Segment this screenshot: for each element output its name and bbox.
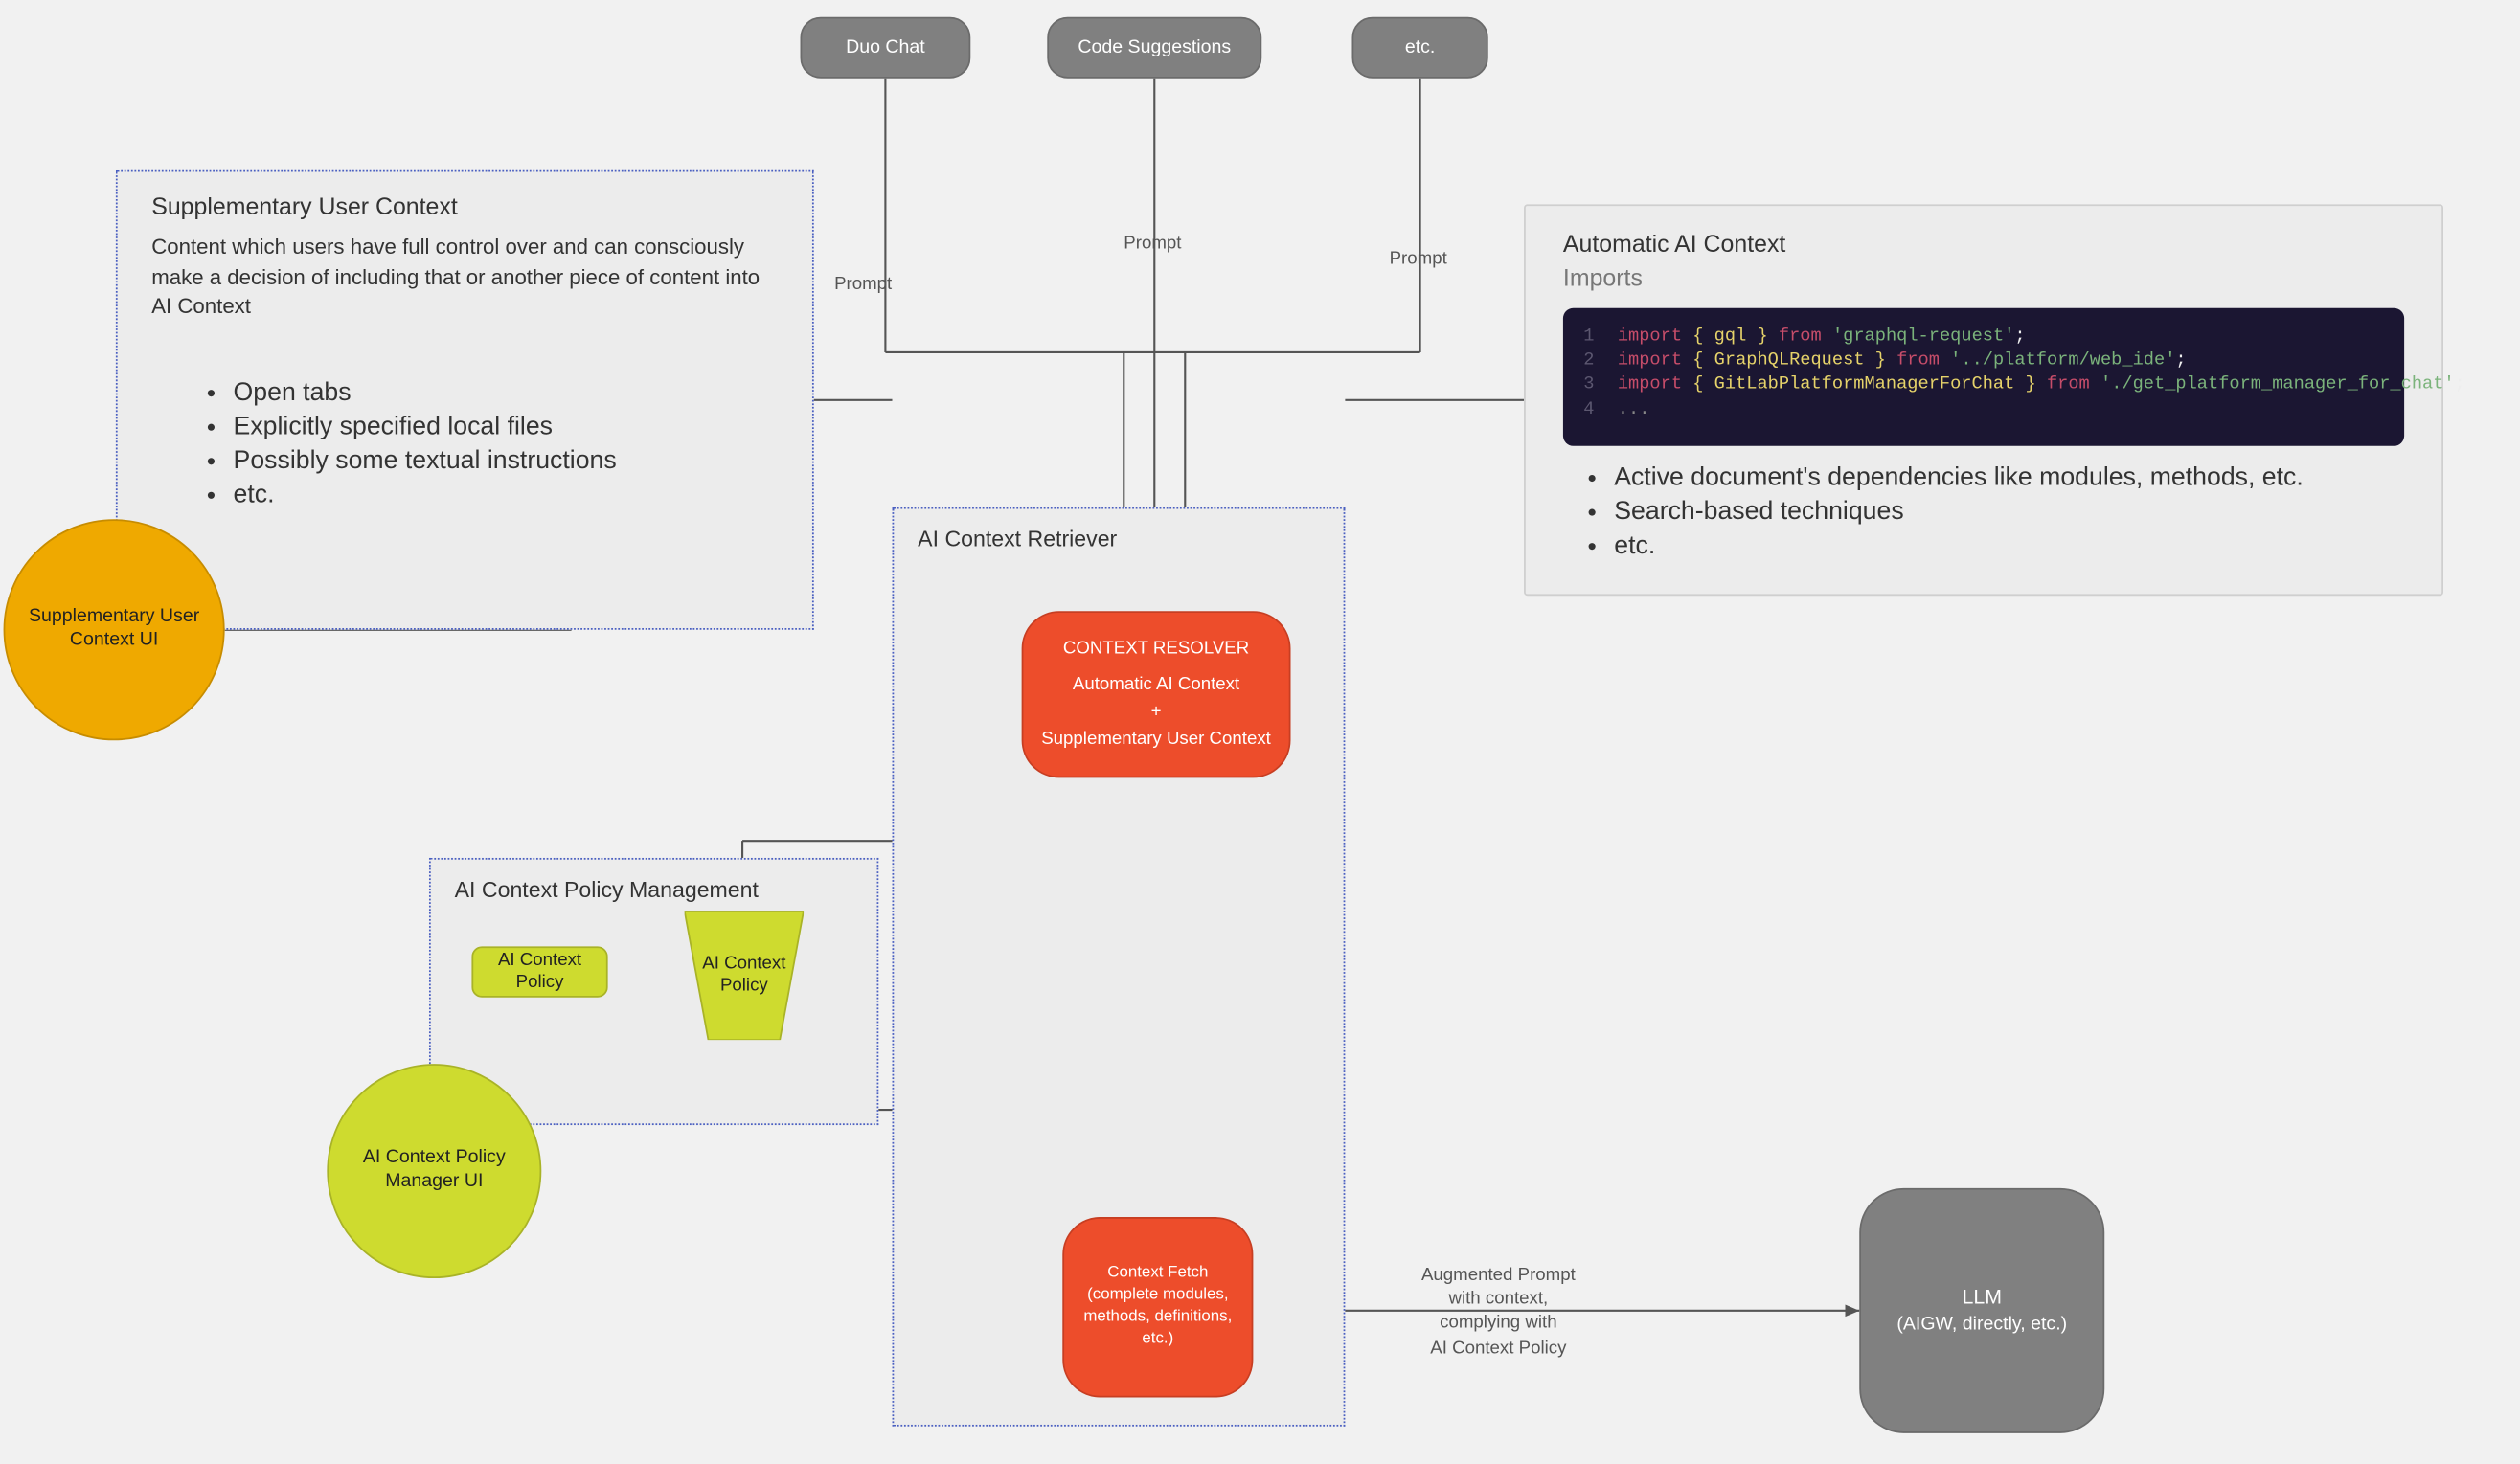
- supp-bullet-3: etc.: [234, 479, 812, 507]
- label-augmented-prompt: Augmented Prompt with context, complying…: [1396, 1263, 1601, 1360]
- supp-bullet-1: Explicitly specified local files: [234, 411, 812, 439]
- llm-l1: LLM: [1962, 1284, 2001, 1312]
- llm-l2: (AIGW, directly, etc.): [1896, 1312, 2067, 1337]
- auto-bullet-0: Active document's dependencies like modu…: [1614, 462, 2404, 491]
- auto-subtitle: Imports: [1563, 264, 2404, 291]
- panel-supp-user-context: Supplementary User Context Content which…: [116, 170, 814, 630]
- node-policy-trapezoid: AI Context Policy: [685, 911, 804, 1040]
- auto-title: Automatic AI Context: [1563, 230, 2404, 257]
- code-line-1: 1import { gql } from 'graphql-request';: [1583, 326, 2384, 349]
- label-prompt-2: Prompt: [1124, 232, 1181, 256]
- aug-l2: with context,: [1396, 1287, 1601, 1311]
- node-etc: etc.: [1351, 17, 1487, 79]
- code-line-3: 3import { GitLabPlatformManagerForChat }…: [1583, 373, 2384, 397]
- node-llm: LLM (AIGW, directly, etc.): [1859, 1188, 2104, 1433]
- aug-l1: Augmented Prompt: [1396, 1263, 1601, 1287]
- supp-bullet-0: Open tabs: [234, 377, 812, 406]
- node-code-suggestions: Code Suggestions: [1047, 17, 1261, 79]
- policy-trap-label: AI Context Policy: [685, 911, 804, 1040]
- node-supp-user-ui: Supplementary User Context UI: [4, 519, 225, 740]
- label-prompt-3: Prompt: [1390, 247, 1447, 271]
- panel-auto-ai-context: Automatic AI Context Imports 1import { g…: [1524, 204, 2443, 596]
- fetch-line1: Context Fetch: [1107, 1264, 1208, 1286]
- node-policy-box: AI Context Policy: [471, 946, 607, 997]
- auto-bullets: Active document's dependencies like modu…: [1563, 462, 2404, 559]
- panel-supp-bullets: Open tabs Explicitly specified local fil…: [195, 377, 812, 508]
- label-prompt-1: Prompt: [834, 272, 892, 296]
- code-line-4: 4...: [1583, 397, 2384, 421]
- node-context-fetch: Context Fetch (complete modules, methods…: [1062, 1217, 1253, 1397]
- auto-bullet-2: etc.: [1614, 530, 2404, 559]
- resolver-heading: CONTEXT RESOLVER: [1063, 636, 1249, 663]
- node-context-resolver: CONTEXT RESOLVER Automatic AI Context + …: [1022, 611, 1291, 777]
- resolver-line1: Automatic AI Context: [1073, 673, 1239, 700]
- aug-l4: AI Context Policy: [1396, 1336, 1601, 1360]
- node-duo-chat: Duo Chat: [801, 17, 971, 79]
- resolver-plus: +: [1151, 700, 1162, 727]
- node-policy-manager-ui: AI Context Policy Manager UI: [327, 1064, 541, 1278]
- code-line-2: 2import { GraphQLRequest } from '../plat…: [1583, 349, 2384, 373]
- fetch-line2: (complete modules, methods, definitions,…: [1081, 1285, 1235, 1350]
- code-block: 1import { gql } from 'graphql-request'; …: [1563, 308, 2404, 445]
- retriever-title: AI Context Retriever: [894, 509, 1343, 569]
- aug-l3: complying with: [1396, 1311, 1601, 1335]
- panel-supp-body: Content which users have full control ov…: [118, 226, 812, 336]
- auto-bullet-1: Search-based techniques: [1614, 497, 2404, 526]
- policy-panel-title: AI Context Policy Management: [431, 860, 877, 919]
- panel-supp-title: Supplementary User Context: [118, 172, 812, 227]
- supp-bullet-2: Possibly some textual instructions: [234, 445, 812, 474]
- resolver-line2: Supplementary User Context: [1041, 727, 1271, 754]
